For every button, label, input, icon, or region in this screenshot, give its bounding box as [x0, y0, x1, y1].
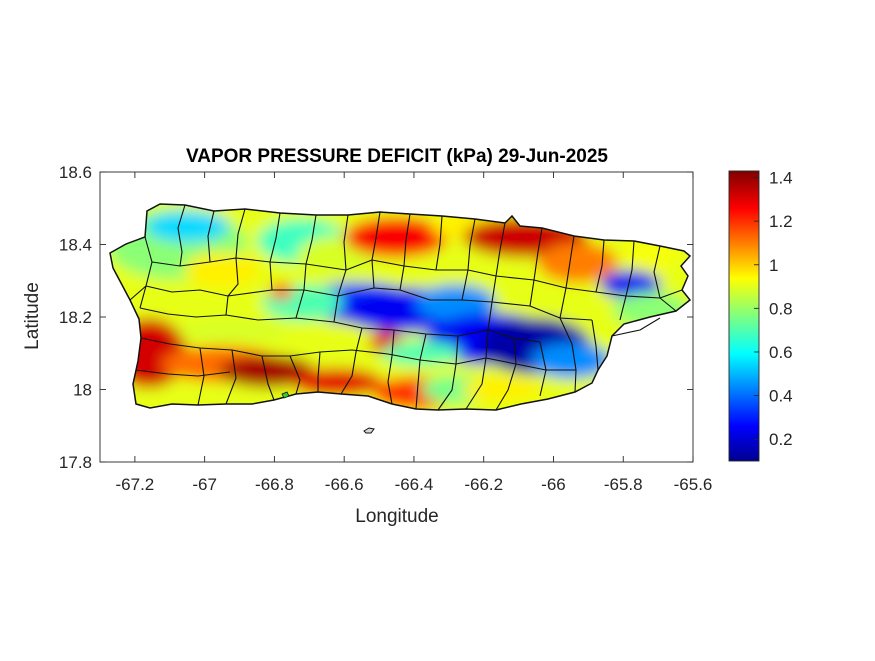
y-axis-label: Latitude [22, 282, 43, 350]
municipal-boundary-line [227, 287, 593, 321]
municipal-boundary-line [129, 285, 147, 301]
x-tick-label: -66.8 [255, 475, 294, 494]
municipal-boundary-line [371, 211, 381, 289]
municipal-boundary-line [257, 317, 541, 343]
island-coastline [109, 203, 692, 411]
municipal-boundary-line [465, 329, 489, 410]
municipal-boundary-line [207, 210, 215, 263]
colorbar-axis: 0.2 0.4 0.6 0.8 1 1.2 1.4 [754, 169, 793, 449]
y-tick-label: 18.2 [59, 308, 92, 327]
vpd-patch [184, 251, 261, 288]
colorbar-tick-label: 0.2 [769, 430, 793, 449]
municipal-boundary-line [653, 245, 677, 312]
caja-de-muertos-island [363, 427, 375, 434]
municipal-boundary-line [261, 355, 275, 401]
vpd-patch [344, 217, 449, 258]
municipal-boundary-line [611, 317, 661, 337]
x-tick-label: -65.6 [674, 475, 713, 494]
municipal-boundary-line [145, 285, 229, 297]
municipal-boundary-line [225, 208, 246, 316]
chart-title: VAPOR PRESSURE DEFICIT (kPa) 29-Jun-2025 [186, 146, 608, 167]
vpd-patch [219, 355, 316, 388]
municipal-boundary-line [319, 349, 576, 371]
municipal-boundary-line [289, 355, 301, 395]
colorbar-tick-label: 0.4 [769, 387, 793, 406]
x-tick-label: -65.8 [604, 475, 643, 494]
x-tick-label: -67.2 [116, 475, 155, 494]
y-tick-label: 17.8 [59, 453, 92, 472]
municipal-boundary-line [399, 213, 411, 291]
municipal-boundary-line [559, 317, 577, 393]
small-islet [281, 391, 290, 399]
vpd-patch [292, 368, 383, 397]
y-tick-label: 18.6 [59, 163, 92, 182]
y-axis: 17.8 18 18.2 18.4 18.6 [59, 163, 693, 472]
municipal-boundary-line [495, 337, 517, 411]
vpd-patch [461, 377, 542, 402]
x-tick-label: -66.2 [464, 475, 503, 494]
municipal-boundary-line [435, 215, 443, 271]
municipal-boundary-line [235, 257, 683, 299]
municipal-boundary-line [387, 329, 395, 405]
x-axis: -67.2 -67 -66.8 -66.6 -66.4 -66.2 -66 -65.8 -65.… [116, 172, 713, 494]
colorbar-tick-label: 1.2 [769, 212, 793, 231]
vpd-patch [600, 270, 661, 299]
municipal-boundary-line [269, 212, 281, 291]
colorbar-tick-label: 0.8 [769, 299, 793, 318]
municipal-boundary-line [151, 257, 237, 267]
municipal-boundary-line [139, 307, 259, 321]
x-tick-label: -67 [192, 475, 217, 494]
y-tick-label: 18 [73, 381, 92, 400]
municipal-boundary-line [619, 240, 635, 321]
municipal-boundary-line [340, 327, 363, 395]
colorbar-tick-label: 1 [769, 256, 778, 275]
colorbar-tick-label: 0.6 [769, 343, 793, 362]
municipal-boundaries [129, 204, 683, 411]
vpd-patch [380, 341, 461, 366]
vpd-patch [269, 283, 294, 300]
municipal-boundary-line [461, 218, 476, 301]
vpd-patch [415, 284, 496, 321]
municipal-boundary-line [595, 239, 605, 293]
municipal-boundary-line [415, 333, 427, 410]
vpd-patch [537, 242, 618, 283]
municipal-boundary-line [529, 227, 543, 307]
x-tick-label: -66.4 [395, 475, 434, 494]
colorbar-tick-label: 1.4 [769, 169, 793, 188]
municipal-boundary-line [135, 369, 231, 377]
municipal-boundary-line [197, 347, 205, 406]
municipal-boundary-line [591, 319, 599, 371]
municipal-boundary-line [317, 351, 321, 392]
municipal-boundary-line [437, 335, 459, 411]
x-axis-label: Longitude [355, 506, 438, 527]
x-tick-label: -66 [541, 475, 566, 494]
municipal-boundary-line [177, 204, 186, 267]
colorbar [728, 170, 760, 462]
vpd-patch [177, 319, 288, 344]
municipal-boundary-line [225, 349, 237, 405]
vpd-patch [145, 210, 230, 243]
x-tick-label: -66.6 [325, 475, 364, 494]
municipal-boundary-line [139, 236, 153, 309]
y-tick-label: 18.4 [59, 236, 92, 255]
municipal-boundary-line [559, 235, 575, 319]
